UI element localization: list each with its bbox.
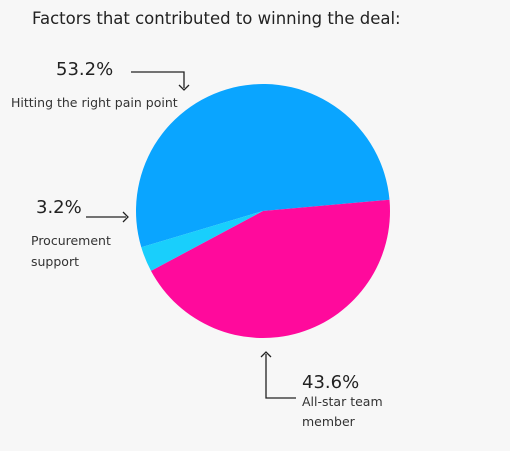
slice-value-label-1: 53.2% bbox=[56, 59, 113, 80]
chart-title: Factors that contributed to winning the … bbox=[32, 9, 401, 28]
arrow-line-2 bbox=[265, 354, 296, 399]
slice-category-label-1: Hitting the right pain point bbox=[11, 95, 178, 110]
slice-value-label-3: 3.2% bbox=[36, 197, 82, 218]
arrow-head-icon-2 bbox=[260, 351, 272, 358]
pie-slices bbox=[135, 84, 390, 339]
slice-category-label-3: support bbox=[31, 254, 79, 269]
pie-slice-3 bbox=[141, 211, 263, 271]
slice-value-label-2: 43.6% bbox=[302, 372, 359, 393]
pie-slice-1 bbox=[135, 84, 390, 248]
arrow-head-icon-3 bbox=[122, 211, 129, 223]
slice-category-label-2: All-star team bbox=[302, 394, 383, 409]
slice-category-label-2: member bbox=[302, 414, 356, 429]
slice-category-label-3: Procurement bbox=[31, 233, 111, 248]
pie-slice-2 bbox=[150, 199, 390, 339]
arrow-line-1 bbox=[131, 71, 185, 88]
arrow-head-icon-1 bbox=[178, 84, 190, 91]
slice-annotations: 53.2% Hitting the right pain point 43.6%Al… bbox=[11, 59, 383, 429]
